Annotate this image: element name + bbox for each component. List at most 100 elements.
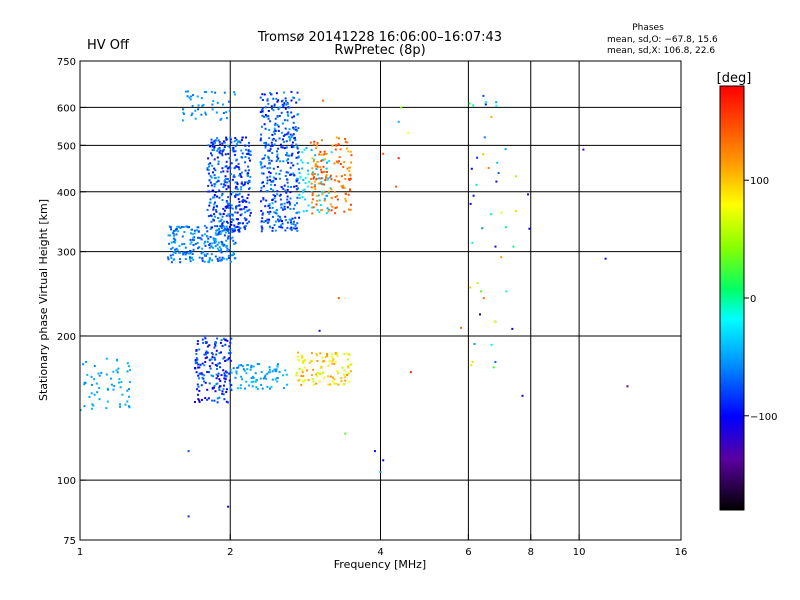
scatter-point <box>215 209 217 211</box>
scatter-point <box>302 189 305 192</box>
scatter-point <box>229 213 232 216</box>
scatter-point <box>211 149 214 152</box>
scatter-point <box>287 185 290 188</box>
scatter-point <box>246 174 249 177</box>
scatter-point <box>286 111 289 114</box>
scatter-point <box>216 382 219 385</box>
scatter-point <box>218 151 221 154</box>
scatter-point <box>234 187 237 190</box>
scatter-point <box>256 387 259 390</box>
scatter-point <box>189 238 192 241</box>
scatter-point <box>223 234 226 237</box>
scatter-point <box>239 173 242 175</box>
scatter-point <box>214 343 217 345</box>
scatter-point <box>211 356 214 359</box>
scatter-point <box>225 178 227 181</box>
scatter-point <box>305 147 308 150</box>
scatter-point <box>288 154 291 157</box>
scatter-point <box>190 95 193 98</box>
scatter-point <box>269 120 272 123</box>
scatter-point <box>244 156 247 158</box>
scatter-point <box>211 399 214 402</box>
scatter-point <box>276 150 278 153</box>
scatter-point <box>212 149 215 152</box>
scatter-point <box>246 209 249 212</box>
scatter-point <box>224 343 227 346</box>
scatter-point <box>189 260 192 263</box>
scatter-point <box>286 178 289 181</box>
scatter-point <box>315 147 318 150</box>
scatter-point <box>182 253 185 256</box>
scatter-point <box>221 103 224 106</box>
scatter-point <box>215 353 218 356</box>
scatter-point <box>231 236 234 239</box>
scatter-point <box>211 145 214 148</box>
scatter-point <box>213 167 216 170</box>
scatter-point <box>267 143 270 146</box>
scatter-point <box>315 382 318 385</box>
scatter-point <box>210 351 213 354</box>
scatter-point <box>213 356 216 359</box>
scatter-point <box>300 383 303 386</box>
scatter-point <box>242 368 245 371</box>
scatter-point <box>278 225 281 228</box>
scatter-point <box>214 363 217 366</box>
scatter-point <box>235 370 238 373</box>
scatter-point <box>284 215 287 218</box>
scatter-point <box>335 382 337 385</box>
scatter-point <box>261 228 264 231</box>
scatter-points <box>79 90 629 518</box>
scatter-point <box>292 146 295 149</box>
scatter-point <box>276 380 279 383</box>
scatter-point <box>222 244 225 247</box>
scatter-point <box>298 193 301 196</box>
scatter-point <box>260 383 263 386</box>
scatter-point <box>294 126 297 129</box>
scatter-point <box>319 204 322 206</box>
scatter-point <box>330 197 333 200</box>
scatter-point <box>286 132 289 135</box>
scatter-point <box>262 185 265 188</box>
scatter-point <box>219 385 221 388</box>
scatter-point <box>296 202 298 205</box>
scatter-point <box>349 363 351 366</box>
scatter-point <box>322 99 325 102</box>
scatter-point <box>197 366 200 369</box>
scatter-point <box>223 183 225 186</box>
x-tick-label: 6 <box>465 547 471 558</box>
scatter-point <box>267 117 270 120</box>
scatter-point <box>293 136 296 139</box>
scatter-point <box>216 401 219 404</box>
scatter-point <box>342 184 345 187</box>
scatter-point <box>201 247 204 250</box>
scatter-point <box>278 137 281 140</box>
scatter-point <box>230 193 233 196</box>
scatter-point <box>217 179 220 182</box>
scatter-point <box>340 380 343 383</box>
scatter-point <box>232 254 235 256</box>
scatter-point <box>278 370 281 373</box>
scatter-point <box>223 374 226 377</box>
scatter-point <box>290 221 292 224</box>
scatter-point <box>263 123 266 126</box>
scatter-point <box>278 106 281 109</box>
scatter-point <box>224 153 227 156</box>
scatter-point <box>325 153 328 155</box>
scatter-point <box>214 215 217 218</box>
scatter-point <box>203 260 206 263</box>
scatter-point <box>233 228 236 231</box>
scatter-point <box>337 372 340 375</box>
scatter-point <box>243 369 246 372</box>
scatter-point <box>245 136 247 139</box>
scatter-point <box>271 198 274 201</box>
scatter-point <box>311 194 314 197</box>
scatter-point <box>206 398 209 401</box>
scatter-point <box>175 247 178 250</box>
scatter-point <box>313 173 316 176</box>
scatter-point <box>320 191 323 194</box>
scatter-point <box>214 201 216 204</box>
scatter-point <box>327 383 330 386</box>
scatter-point <box>232 367 235 370</box>
scatter-point <box>184 246 187 249</box>
scatter-point <box>273 368 276 371</box>
